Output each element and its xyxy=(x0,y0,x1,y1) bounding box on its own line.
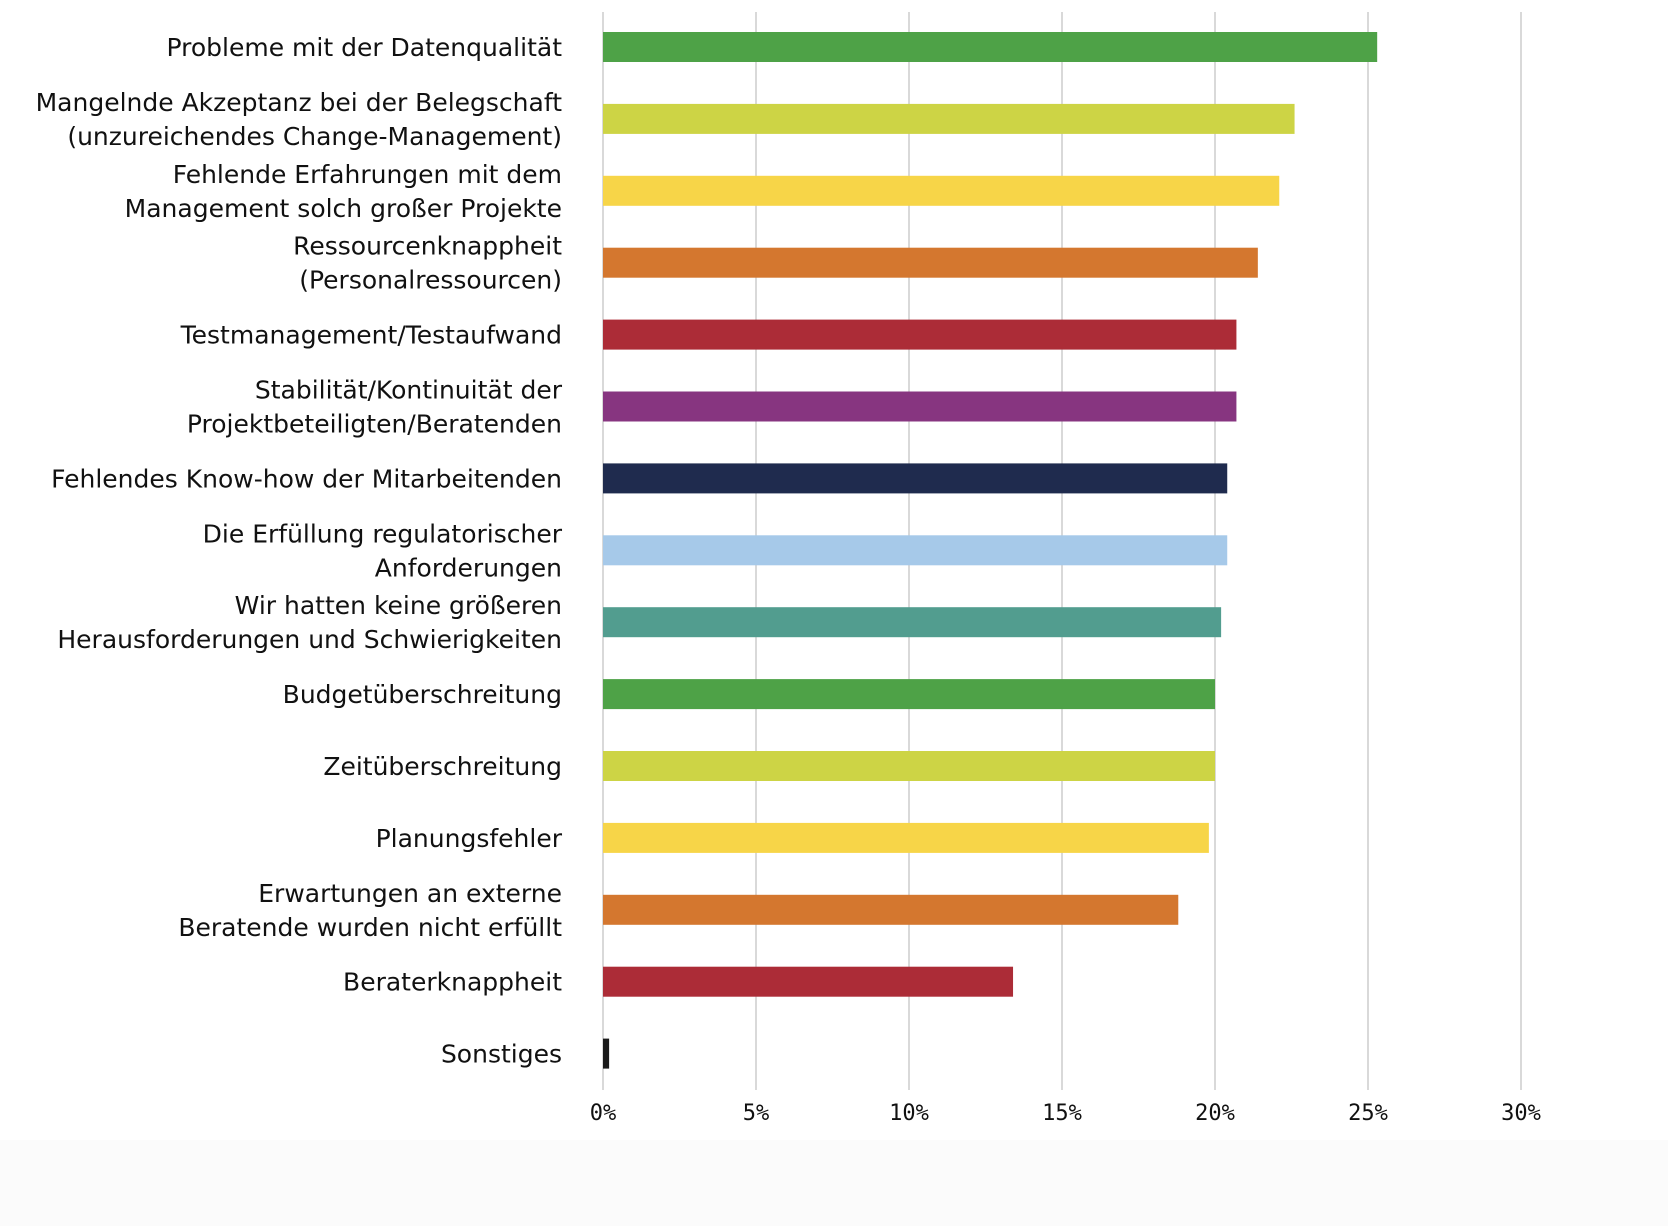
bar xyxy=(603,751,1215,781)
category-label: Beratende wurden nicht erfüllt xyxy=(178,913,562,942)
x-tick-label: 0% xyxy=(590,1101,617,1126)
bar xyxy=(603,319,1237,350)
bar xyxy=(603,535,1228,566)
category-label: Beraterknappheit xyxy=(343,968,562,997)
x-tick-label: 10% xyxy=(889,1101,929,1126)
category-labels: Probleme mit der Datenqualität Mangelnde … xyxy=(36,33,563,1069)
category-label: Stabilität/Kontinuität der xyxy=(255,376,563,405)
footer-band xyxy=(0,1140,1668,1226)
bar-layer xyxy=(603,32,1378,1069)
category-label: Fehlendes Know-how der Mitarbeitenden xyxy=(51,464,562,493)
bar xyxy=(603,247,1258,278)
category-label: Testmanagement/Testaufwand xyxy=(180,321,562,350)
bar xyxy=(603,463,1228,494)
category-label: (Personalressourcen) xyxy=(299,266,562,295)
bar xyxy=(603,391,1237,422)
category-label: Fehlende Erfahrungen mit dem xyxy=(173,160,562,189)
x-tick-label: 20% xyxy=(1195,1101,1235,1126)
category-label: Die Erfüllung regulatorischer xyxy=(203,519,563,548)
bar xyxy=(603,607,1222,638)
bar xyxy=(603,103,1295,134)
x-axis-ticks: 0% 5% 10% 15% 20% 25% 30% xyxy=(590,1101,1541,1126)
x-tick-label: 15% xyxy=(1042,1101,1082,1126)
category-label: Zeitüberschreitung xyxy=(323,752,562,781)
category-label: Anforderungen xyxy=(375,553,562,582)
category-label: Management solch großer Projekte xyxy=(125,194,562,223)
category-label: (unzureichendes Change-Management) xyxy=(67,122,562,151)
x-tick-label: 30% xyxy=(1501,1101,1541,1126)
category-label: Planungsfehler xyxy=(376,824,563,853)
category-label: Wir hatten keine größeren xyxy=(235,591,562,620)
category-label: Herausforderungen und Schwierigkeiten xyxy=(57,625,562,654)
x-tick-label: 5% xyxy=(743,1101,770,1126)
category-label: Projektbeteiligten/Beratenden xyxy=(187,410,562,439)
bar xyxy=(603,822,1209,853)
bar xyxy=(603,966,1014,997)
bar xyxy=(603,32,1378,62)
bar xyxy=(603,1038,610,1069)
x-tick-label: 25% xyxy=(1348,1101,1388,1126)
category-label: Mangelnde Akzeptanz bei der Belegschaft xyxy=(36,88,563,117)
bar xyxy=(603,175,1280,206)
category-label: Probleme mit der Datenqualität xyxy=(166,33,562,62)
bar xyxy=(603,679,1215,710)
category-label: Budgetüberschreitung xyxy=(283,680,562,709)
category-label: Erwartungen an externe xyxy=(258,879,562,908)
category-label: Ressourcenknappheit xyxy=(293,232,562,261)
bar xyxy=(603,894,1179,925)
category-label: Sonstiges xyxy=(441,1040,562,1069)
